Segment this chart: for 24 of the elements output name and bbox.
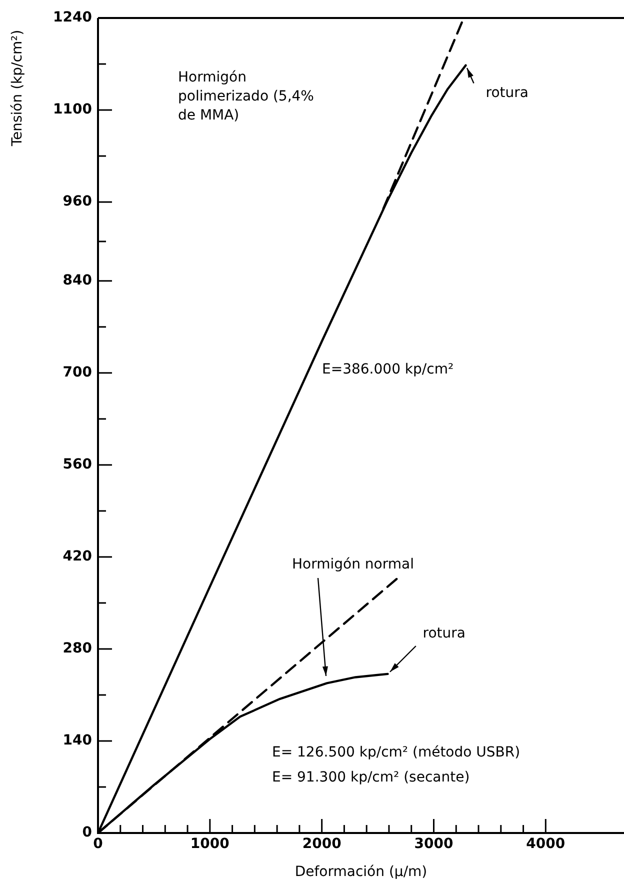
y-tick-label: 1240: [53, 10, 92, 26]
annotation: Hormigón normal: [292, 556, 414, 573]
x-tick-label: 2000: [302, 836, 342, 852]
annotation: E= 126.500 kp/cm² (método USBR): [272, 744, 520, 761]
x-tick-label: 0: [93, 836, 104, 852]
x-tick-label: 3000: [414, 836, 454, 852]
y-axis-title: Tensión (kp/cm²): [10, 30, 26, 148]
y-tick-label: 700: [62, 364, 92, 381]
annotation: Hormigón polimerizado (5,4% de MMA): [178, 70, 314, 124]
annotation: E=386.000 kp/cm²: [322, 362, 454, 378]
annotation: E= 91.300 kp/cm² (secante): [272, 770, 470, 786]
x-axis-title: Deformación (μ/m): [294, 864, 428, 880]
annotation: rotura: [422, 626, 466, 642]
y-tick-label: 840: [62, 272, 92, 289]
y-tick-label: 140: [62, 732, 92, 749]
y-tick-label: 280: [62, 640, 92, 657]
x-tick-label: 4000: [526, 836, 566, 852]
y-tick-label: 0: [82, 824, 92, 841]
x-tick-label: 1000: [190, 836, 230, 852]
y-tick-label: 420: [62, 548, 92, 565]
y-tick-label: 960: [62, 194, 92, 210]
annotation: rotura: [486, 84, 528, 101]
y-tick-label: 560: [62, 456, 92, 473]
y-tick-label: 1100: [53, 102, 92, 118]
